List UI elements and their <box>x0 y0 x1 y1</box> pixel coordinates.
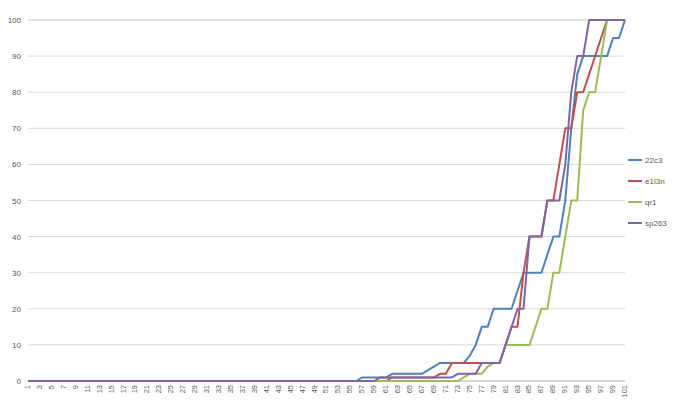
x-tick-label: 87 <box>536 385 545 393</box>
y-tick-label: 0 <box>17 377 22 386</box>
legend-label: 22c3 <box>645 156 663 165</box>
x-tick-label: 91 <box>560 385 569 393</box>
x-tick-label: 71 <box>441 385 450 393</box>
y-tick-label: 30 <box>12 269 21 278</box>
y-tick-label: 80 <box>12 88 21 97</box>
legend-label: sp263 <box>645 219 667 228</box>
x-tick-label: 5 <box>47 385 56 389</box>
x-tick-label: 77 <box>477 385 486 393</box>
x-tick-label: 57 <box>357 385 366 393</box>
x-tick-label: 39 <box>250 385 259 393</box>
series-lines <box>28 20 625 381</box>
y-tick-label: 50 <box>12 197 21 206</box>
x-tick-label: 83 <box>513 385 522 393</box>
grid-line <box>28 308 625 309</box>
x-tick-label: 75 <box>465 385 474 393</box>
series-line <box>28 20 625 381</box>
x-tick-label: 51 <box>321 385 330 393</box>
y-tick-label: 100 <box>8 16 22 25</box>
x-tick-label: 67 <box>417 385 426 393</box>
x-tick-label: 15 <box>107 385 116 393</box>
plot-top-line <box>28 20 625 21</box>
x-tick-label: 7 <box>59 385 68 389</box>
legend-label: qr1 <box>645 198 657 207</box>
x-tick-label: 47 <box>298 385 307 393</box>
x-tick-label: 63 <box>393 385 402 393</box>
y-tick-label: 90 <box>12 52 21 61</box>
x-tick-label: 69 <box>429 385 438 393</box>
x-tick-label: 61 <box>381 385 390 393</box>
grid-line <box>28 344 625 345</box>
legend: 22c3 e1l3n qr1 sp263 <box>628 156 667 228</box>
legend-swatch <box>628 201 642 203</box>
x-tick-label: 41 <box>262 385 271 393</box>
x-tick-label: 23 <box>154 385 163 393</box>
x-tick-label: 17 <box>119 385 128 393</box>
x-tick-label: 95 <box>584 385 593 393</box>
grid <box>28 20 625 381</box>
series-line <box>28 20 625 381</box>
grid-line <box>28 20 625 21</box>
chart-root: 0102030405060708090100135791113151719212… <box>0 0 696 401</box>
x-tick-label: 97 <box>596 385 605 393</box>
x-tick-label: 99 <box>608 385 617 393</box>
x-tick-label: 29 <box>190 385 199 393</box>
x-tick-label: 45 <box>286 385 295 393</box>
background <box>0 0 696 401</box>
x-tick-label: 3 <box>35 385 44 389</box>
x-tick-label: 65 <box>405 385 414 393</box>
grid-line <box>28 92 625 93</box>
x-tick-label: 11 <box>83 385 92 393</box>
x-tick-label: 13 <box>95 385 104 393</box>
legend-swatch <box>628 159 642 161</box>
grid-line <box>28 200 625 201</box>
series-line <box>28 20 625 381</box>
x-tick-label: 35 <box>226 385 235 393</box>
x-tick-label: 81 <box>501 385 510 393</box>
x-tick-label: 9 <box>71 385 80 389</box>
x-tick-label: 33 <box>214 385 223 393</box>
x-tick-label: 59 <box>369 385 378 393</box>
grid-line <box>28 128 625 129</box>
x-tick-label: 79 <box>489 385 498 393</box>
legend-swatch <box>628 180 642 182</box>
legend-label: e1l3n <box>645 177 665 186</box>
x-tick-label: 19 <box>130 385 139 393</box>
x-tick-label: 25 <box>166 385 175 393</box>
series-line <box>28 20 625 381</box>
y-tick-label: 70 <box>12 124 21 133</box>
x-tick-label: 43 <box>274 385 283 393</box>
x-tick-label: 21 <box>142 385 151 393</box>
x-tick-label: 55 <box>345 385 354 393</box>
y-tick-label: 20 <box>12 305 21 314</box>
x-tick-label: 1 <box>23 385 32 389</box>
x-tick-label: 93 <box>572 385 581 393</box>
x-tick-label: 49 <box>310 385 319 393</box>
x-tick-label: 27 <box>178 385 187 393</box>
y-tick-label: 60 <box>12 160 21 169</box>
grid-line <box>28 56 625 57</box>
x-tick-label: 89 <box>548 385 557 393</box>
x-tick-label: 31 <box>202 385 211 393</box>
y-tick-label: 40 <box>12 233 21 242</box>
x-tick-label: 101 <box>620 385 629 398</box>
x-tick-label: 85 <box>524 385 533 393</box>
chart: 0102030405060708090100135791113151719212… <box>0 0 696 401</box>
x-tick-label: 73 <box>453 385 462 393</box>
x-tick-label: 53 <box>333 385 342 393</box>
legend-swatch <box>628 222 642 224</box>
y-tick-label: 10 <box>12 341 21 350</box>
x-tick-label: 37 <box>238 385 247 393</box>
grid-line <box>28 164 625 165</box>
